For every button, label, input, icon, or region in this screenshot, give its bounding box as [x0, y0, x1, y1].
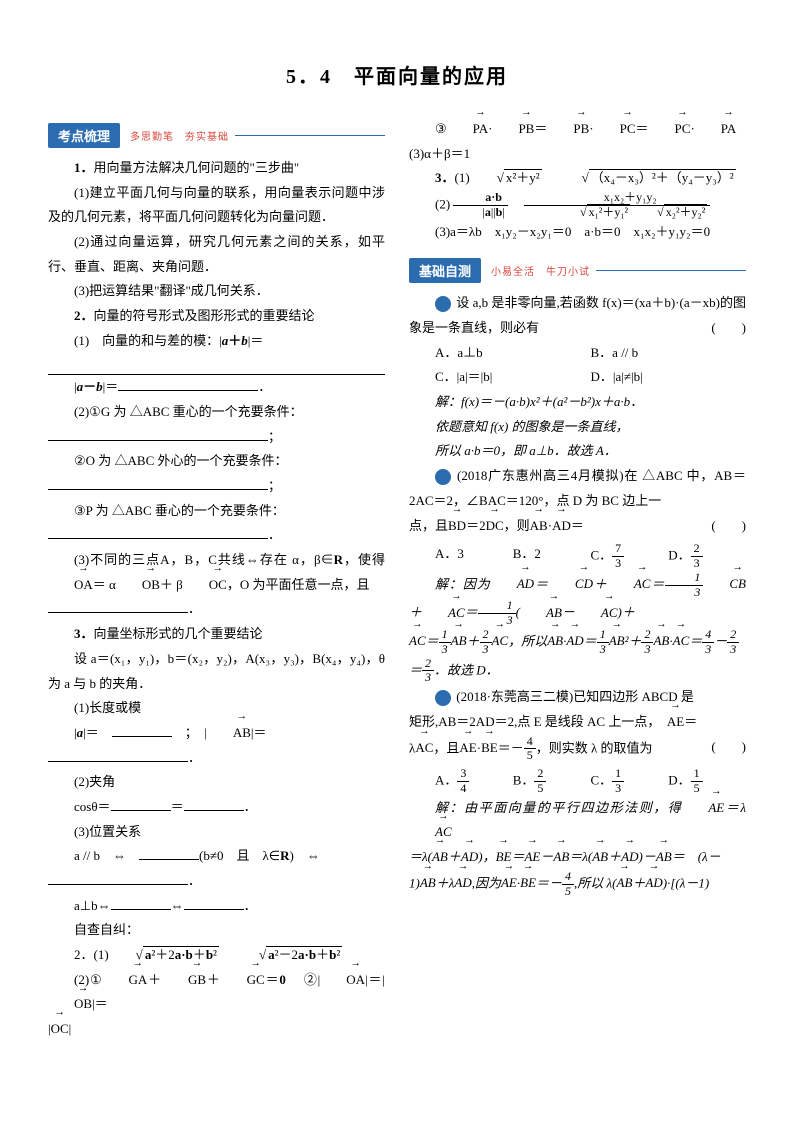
q3: 3 (2018·东莞高三二模)已知四边形 ABCD 是: [409, 685, 746, 710]
p2-2b: ②O 为 △ABC 外心的一个充要条件：: [48, 449, 385, 474]
q3-optC: C．13: [591, 767, 669, 796]
ans-2-2: (2)①GA＋GB＋GC＝0 ②|OA|＝|OB|＝: [48, 968, 385, 1017]
ans-2-2b: |OC|: [48, 1017, 385, 1042]
q3-sol3: 1)AB＋λAD,因为AE·BE＝－45,所以 λ(AB＋AD)·[(λ－1): [409, 870, 746, 899]
left-column: 考点梳理 多思勤笔 夯实基础 1．用向量方法解决几何问题的"三步曲" (1)建立…: [48, 117, 385, 1042]
section-tab: 考点梳理: [48, 123, 120, 148]
q1: 1 设 a,b 是非零向量,若函数 f(x)＝(xa＋b)·(a－xb)的图象是…: [409, 291, 746, 340]
p2-1: (1) 向量的和与差的模：|a＋b|＝: [48, 329, 385, 354]
right-column: ③PA·PB＝PB·PC＝PC·PA (3)α＋β＝1 3．(1)x²＋y² （…: [409, 117, 746, 1042]
p1-3: (3)把运算结果"翻译"成几何关系．: [48, 279, 385, 304]
q1-optA: A．a⊥b: [435, 341, 591, 366]
blank-para: ．: [48, 869, 385, 894]
blank-2-3: ．: [48, 597, 385, 622]
p2: 2．向量的符号形式及图形形式的重要结论: [48, 304, 385, 329]
p3: 3．向量坐标形式的几个重要结论: [48, 622, 385, 647]
p3-set: 设 a＝(x₁，y₁)，b＝(x₂，y₂)，A(x₃，y₃)，B(x₄，y₄)，…: [48, 647, 385, 696]
q1-optD: D．|a|≠|b|: [591, 365, 747, 390]
section-tab: 基础自测: [409, 258, 481, 283]
q1-sol3: 所以 a·b＝0，即 a⊥b．故选 A．: [409, 439, 746, 464]
r-line1: ③PA·PB＝PB·PC＝PC·PA (3)α＋β＝1: [409, 117, 746, 166]
p3-1-eq: |a|＝ ； |AB|＝: [48, 721, 385, 746]
blank-line: [48, 354, 385, 376]
qnum-3-icon: 3: [435, 690, 451, 706]
blank-3-1: ．: [48, 746, 385, 771]
p2-3: (3)不同的三点A，B，C共线⇔存在 α，β∈R，使得 OA＝ αOB＋ βOC…: [48, 548, 385, 597]
q3-optA: A．34: [435, 767, 513, 796]
p2-1b: |a－b|＝．: [48, 375, 385, 400]
q1-options: A．a⊥b B．a // b C．|a|＝|b| D．|a|≠|b|: [409, 341, 746, 390]
p1-1: (1)建立平面几何与向量的联系，用向量表示问题中涉及的几何元素，将平面几何问题转…: [48, 181, 385, 230]
q3-optB: B．25: [513, 767, 591, 796]
section-line: [596, 270, 746, 271]
content-columns: 考点梳理 多思勤笔 夯实基础 1．用向量方法解决几何问题的"三步曲" (1)建立…: [48, 117, 746, 1042]
q1-sol1: 解：f(x)＝－(a·b)x²＋(a²－b²)x＋a·b．: [409, 390, 746, 415]
q2b: 点，且BD＝2DC，则AB·AD＝( ): [409, 514, 746, 539]
section-header-jichu: 基础自测 小易全活 牛刀小试: [409, 258, 746, 283]
page-title: 5．4 平面向量的应用: [48, 60, 746, 89]
zcz: 自查自纠：: [48, 918, 385, 943]
blank-2b: ；: [48, 474, 385, 499]
q3c: λAC，且AE·BE＝－45，则实数 λ 的取值为( ): [409, 735, 746, 764]
section-subtitle: 小易全活 牛刀小试: [491, 263, 590, 278]
section-line: [235, 135, 385, 136]
p3-cos: cosθ＝＝．: [48, 795, 385, 820]
q2-sol3: ＝23．故选 D．: [409, 657, 746, 686]
blank-2c: ．: [48, 523, 385, 548]
q1-optC: C．|a|＝|b|: [435, 365, 591, 390]
blank-2a: ；: [48, 425, 385, 450]
qnum-2-icon: 2: [435, 469, 451, 485]
p3-3: (3)位置关系: [48, 820, 385, 845]
p1-2: (2)通过向量运算，研究几何元素之间的关系，如平行、垂直、距离、夹角问题．: [48, 230, 385, 279]
qnum-1-icon: 1: [435, 296, 451, 312]
section-subtitle: 多思勤笔 夯实基础: [130, 128, 229, 143]
q1-optB: B．a // b: [591, 341, 747, 366]
p1: 1．用向量方法解决几何问题的"三步曲": [48, 156, 385, 181]
r-3-3: (3)a＝λb x₁y₂－x₂y₁＝0 a·b＝0 x₁x₂＋y₁y₂＝0: [409, 220, 746, 245]
q2-sol2: AC＝13AB＋23AC，所以AB·AD＝13AB²＋23AB·AC＝43－23: [409, 628, 746, 657]
r-3-2: (2) a·b|a||b| x₁x₂＋y₁y₂x₁²＋y₁²x₂²＋y₂²: [409, 191, 746, 220]
section-header-kaodian: 考点梳理 多思勤笔 夯实基础: [48, 123, 385, 148]
p3-2: (2)夹角: [48, 770, 385, 795]
p3-perp: a⊥b⇔⇔．: [48, 894, 385, 919]
p2-2c: ③P 为 △ABC 垂心的一个充要条件：: [48, 499, 385, 524]
q1-sol2: 依题意知 f(x) 的图象是一条直线，: [409, 415, 746, 440]
r-3-1: 3．(1)x²＋y² （x₄－x₃）²＋（y₄－y₃）²: [409, 166, 746, 191]
q3-sol: 解：由平面向量的平行四边形法则，得AE＝λAC: [409, 796, 746, 845]
p2-2a: (2)①G 为 △ABC 重心的一个充要条件：: [48, 400, 385, 425]
p3-para: a // b ⇔ (b≠0 且 λ∈R) ⇔: [48, 844, 385, 869]
